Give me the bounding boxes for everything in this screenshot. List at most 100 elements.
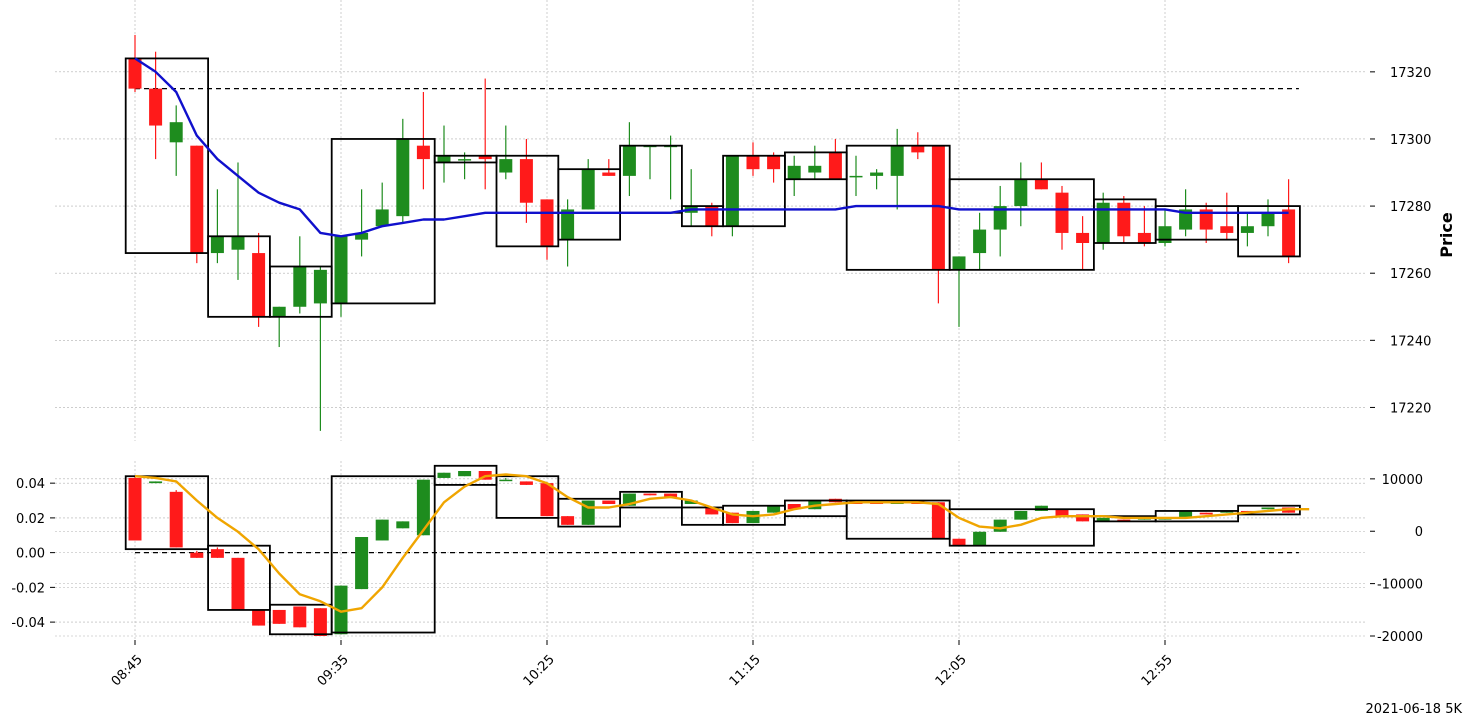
candle-body xyxy=(313,269,327,304)
range-box xyxy=(124,57,209,254)
candle-body xyxy=(705,507,719,515)
candle-body xyxy=(1179,510,1193,518)
x-tick-label: 09:35 xyxy=(315,652,352,689)
candle-body xyxy=(746,155,760,170)
candle-body xyxy=(458,471,472,477)
indicator-moving-average-line xyxy=(134,473,1310,613)
candle-body xyxy=(437,155,451,163)
range-box xyxy=(207,544,271,611)
price-tick-label: 17280 xyxy=(1390,200,1431,215)
price-moving-average-line xyxy=(134,57,1289,238)
candle-body xyxy=(664,493,678,498)
candle-body xyxy=(416,145,430,160)
candle-body xyxy=(416,479,430,536)
candle-body xyxy=(602,500,616,504)
candle-body xyxy=(931,502,945,539)
range-box xyxy=(1237,205,1301,258)
candle-body xyxy=(725,155,739,227)
candle-body xyxy=(334,236,348,304)
candle-body xyxy=(1240,226,1254,233)
indicator-right-tick-label: 10000 xyxy=(1382,473,1423,488)
candle-body xyxy=(128,58,142,89)
candle-body xyxy=(231,236,245,250)
price-tick-label: 17320 xyxy=(1390,66,1431,81)
candle-body xyxy=(313,608,327,636)
candle-body xyxy=(396,138,410,217)
candle-body xyxy=(540,483,554,517)
candle-body xyxy=(396,521,410,529)
candle-body xyxy=(1199,209,1213,230)
candle-body xyxy=(1076,232,1090,243)
candle-body xyxy=(252,609,266,626)
candle-body xyxy=(581,169,595,210)
candle-body xyxy=(643,493,657,496)
candle-body xyxy=(787,504,801,510)
candle-body xyxy=(1179,209,1193,230)
candle-body xyxy=(272,306,286,317)
price-tick-label: 17240 xyxy=(1390,334,1431,349)
candle-body xyxy=(1055,192,1069,233)
candle-body xyxy=(561,209,575,240)
indicator-left-tick-label: 0.04 xyxy=(16,477,45,492)
candle-body xyxy=(622,145,636,176)
candle-body xyxy=(149,88,163,126)
candle-body xyxy=(952,538,966,546)
candle-body xyxy=(437,472,451,478)
candle-body xyxy=(210,549,224,558)
x-tick-label: 12:55 xyxy=(1139,652,1176,689)
x-tick-label: 12:05 xyxy=(933,652,970,689)
range-box xyxy=(557,497,621,528)
candle-body xyxy=(210,236,224,254)
candle-body xyxy=(1096,202,1110,243)
candle-body xyxy=(1261,212,1275,227)
candle-body xyxy=(849,175,863,178)
candle-body xyxy=(828,152,842,180)
candle-body xyxy=(458,159,472,161)
x-tick-label: 11:15 xyxy=(727,652,764,689)
candle-body xyxy=(375,209,389,227)
candle-body xyxy=(252,253,266,317)
indicator-panel xyxy=(124,464,1310,636)
candle-body xyxy=(1261,507,1275,510)
candle-body xyxy=(602,172,616,176)
candle-body xyxy=(272,609,286,624)
candle-body xyxy=(993,519,1007,532)
range-box xyxy=(330,138,436,305)
candle-body xyxy=(1014,510,1028,520)
candle-body xyxy=(1117,202,1131,237)
candle-body xyxy=(355,537,369,590)
candle-body xyxy=(499,479,513,482)
candle-body xyxy=(1199,512,1213,515)
indicator-right-tick-label: -20000 xyxy=(1377,630,1423,645)
candle-body xyxy=(787,165,801,180)
candle-body xyxy=(375,519,389,541)
candle-body xyxy=(561,516,575,525)
indicator-left-tick-label: 0.02 xyxy=(16,512,45,527)
candle-body xyxy=(540,199,554,247)
candle-body xyxy=(293,266,307,307)
candle-body xyxy=(705,206,719,227)
range-box xyxy=(1154,510,1239,523)
candle-body xyxy=(684,500,698,504)
candle-body xyxy=(1076,514,1090,522)
axes: 17220 17240 17260 17280 17300 17320 -0.04 -0.02… xyxy=(11,66,1431,689)
indicator-left-tick-label: -0.04 xyxy=(11,616,45,631)
candle-body xyxy=(767,505,781,513)
x-tick-label: 08:45 xyxy=(109,652,146,689)
candle-body xyxy=(911,145,925,153)
candle-body xyxy=(1014,179,1028,207)
candle-body xyxy=(519,159,533,203)
candle-body xyxy=(334,585,348,635)
candle-body xyxy=(973,531,987,546)
indicator-left-tick-label: 0.00 xyxy=(16,547,45,562)
price-tick-label: 17300 xyxy=(1390,133,1431,148)
x-tick-label: 10:25 xyxy=(521,652,558,689)
candle-body xyxy=(1096,517,1110,522)
candle-body xyxy=(973,229,987,254)
candle-body xyxy=(190,552,204,558)
candle-body xyxy=(499,159,513,173)
candle-body xyxy=(169,122,183,143)
price-tick-label: 17260 xyxy=(1390,267,1431,282)
candle-body xyxy=(128,477,142,541)
